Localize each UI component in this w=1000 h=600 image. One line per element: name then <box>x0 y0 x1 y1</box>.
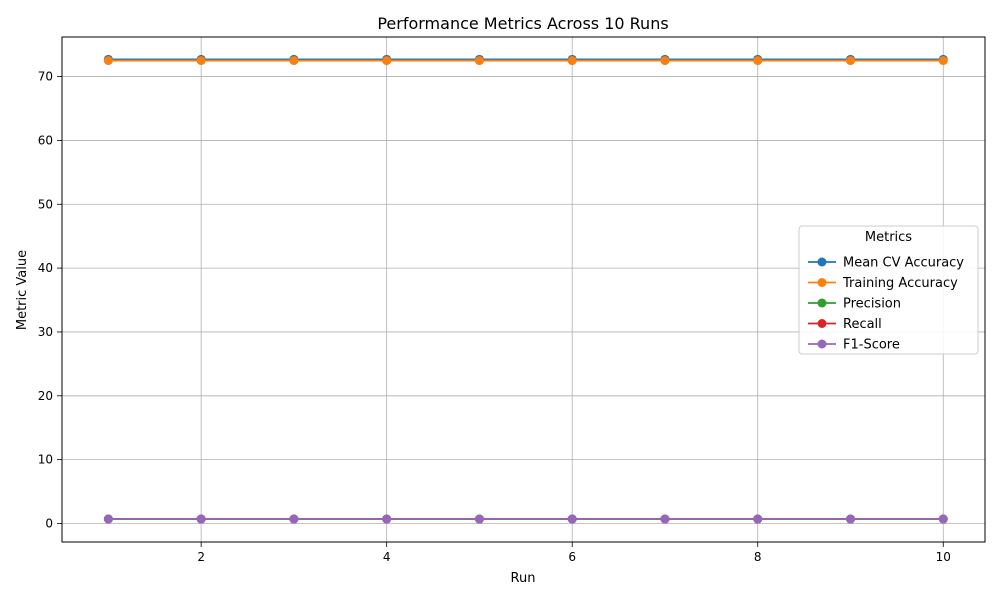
y-tick-label: 40 <box>38 261 53 275</box>
legend-label: F1-Score <box>843 338 900 353</box>
series-training-accuracy <box>103 56 948 66</box>
legend-marker <box>817 319 827 328</box>
legend-marker <box>817 298 827 308</box>
legend-label: Recall <box>843 317 882 332</box>
legend-marker <box>817 339 827 349</box>
data-point <box>382 56 392 66</box>
data-point <box>660 514 670 524</box>
data-point <box>845 514 855 524</box>
plot-frame <box>61 36 986 543</box>
y-axis-label: Metric Value <box>15 250 30 330</box>
chart-title: Performance Metrics Across 10 Runs <box>377 14 668 33</box>
data-point <box>567 514 577 524</box>
data-point <box>474 514 484 524</box>
legend-box <box>798 225 979 355</box>
data-point <box>196 514 206 524</box>
data-point <box>103 56 113 66</box>
legend-label: Mean CV Accuracy <box>843 256 964 271</box>
legend-item: Mean CV Accuracy <box>808 256 964 271</box>
legend: Metrics Mean CV Accuracy Training Accuracy… <box>798 225 979 355</box>
data-point <box>938 56 948 66</box>
x-tick-label: 4 <box>383 550 391 564</box>
x-tick-label: 8 <box>754 550 762 564</box>
y-tick-label: 50 <box>38 197 53 211</box>
legend-title: Metrics <box>865 230 912 245</box>
y-tick-label: 20 <box>38 389 53 403</box>
series-f1-score <box>103 514 948 524</box>
data-point <box>474 56 484 66</box>
data-point <box>289 56 299 66</box>
data-point <box>289 514 299 524</box>
legend-item: Training Accuracy <box>808 276 958 291</box>
x-axis: 2 4 6 8 10 <box>197 542 951 564</box>
data-point <box>567 56 577 66</box>
x-axis-label: Run <box>511 571 536 586</box>
data-point <box>753 514 763 524</box>
data-point <box>845 56 855 66</box>
data-point <box>660 56 670 66</box>
series-mean-cv-accuracy <box>103 54 948 64</box>
data-point <box>382 514 392 524</box>
legend-marker <box>817 257 827 267</box>
x-tick-label: 6 <box>568 550 576 564</box>
y-tick-label: 30 <box>38 325 53 339</box>
legend-label: Training Accuracy <box>842 276 958 291</box>
data-point <box>753 56 763 66</box>
y-tick-label: 10 <box>38 453 53 467</box>
x-tick-label: 2 <box>197 550 205 564</box>
legend-item: F1-Score <box>808 338 900 353</box>
series-layer <box>103 54 948 524</box>
x-tick-label: 10 <box>936 550 951 564</box>
data-point <box>938 514 948 524</box>
legend-item: Recall <box>808 317 882 332</box>
data-point <box>103 514 113 524</box>
y-axis: 0 10 20 30 40 50 60 70 <box>38 70 62 530</box>
y-tick-label: 70 <box>38 70 53 84</box>
y-tick-label: 60 <box>38 133 53 147</box>
legend-item: Precision <box>808 297 901 312</box>
legend-label: Precision <box>843 297 901 312</box>
legend-marker <box>817 278 827 287</box>
y-tick-label: 0 <box>45 516 53 530</box>
data-point <box>196 56 206 66</box>
